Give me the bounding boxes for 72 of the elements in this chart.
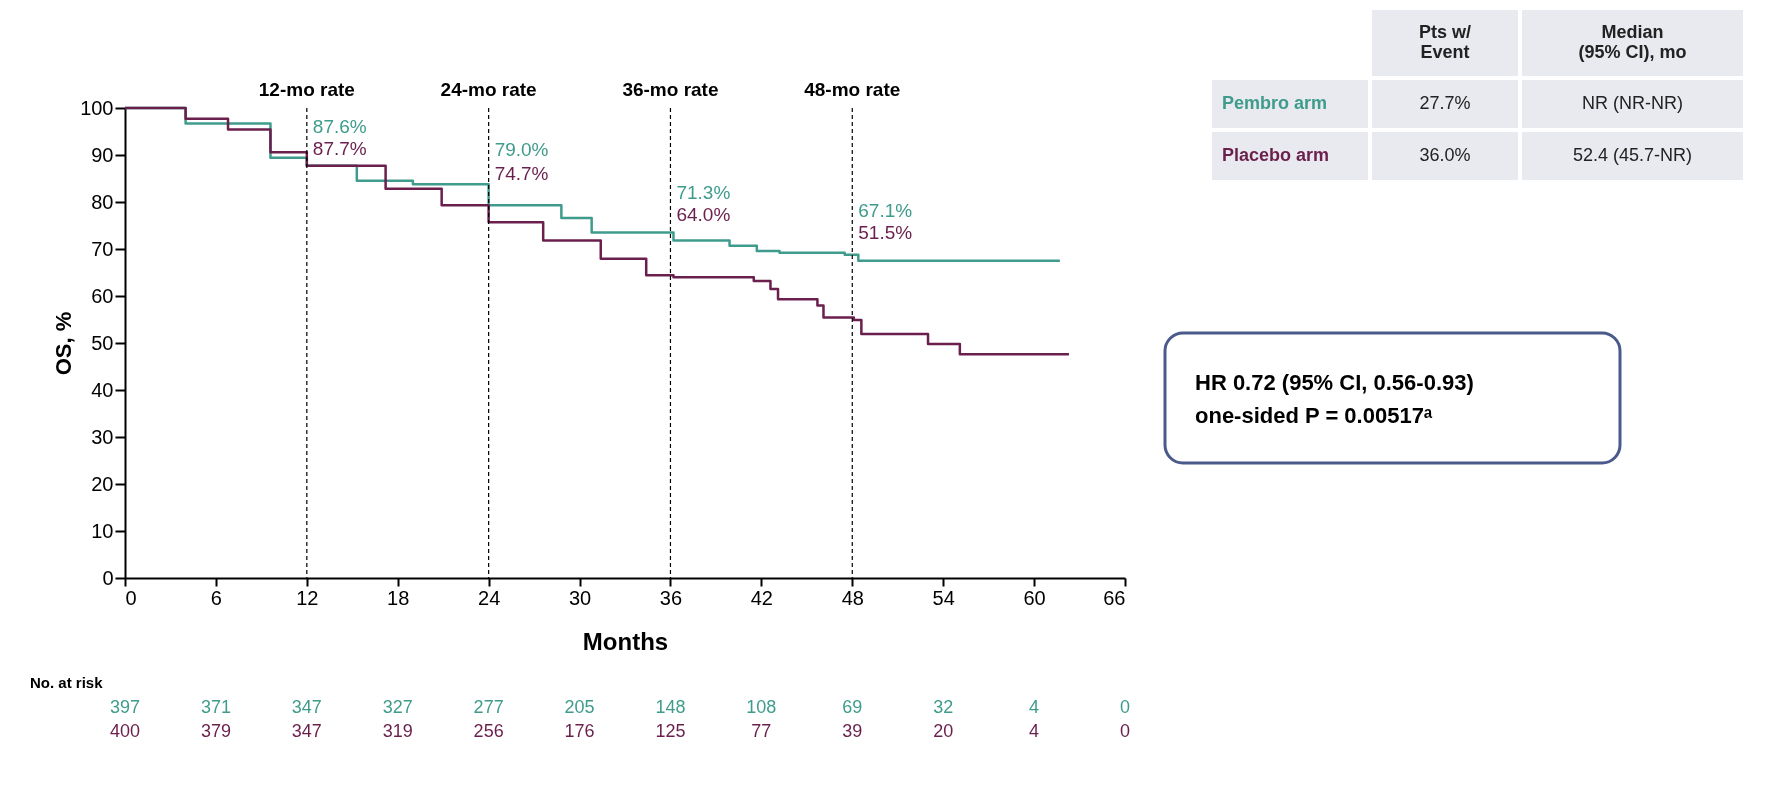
text: Pembro arm <box>1222 93 1328 113</box>
annotation: 87.6% <box>312 115 367 137</box>
x-tick-label: 54 <box>932 586 955 609</box>
text: one-sided P = 0.00517ᵃ <box>1195 403 1433 428</box>
text: 347 <box>291 721 322 741</box>
text: 205 <box>564 697 595 717</box>
text: HR 0.72 (95% CI, 0.56-0.93) <box>1195 370 1474 395</box>
y-tick-label: 30 <box>91 425 114 448</box>
text: 20 <box>933 721 954 741</box>
y-tick-label: 10 <box>91 519 114 542</box>
ref-line-label: 12-mo rate <box>258 79 355 100</box>
text: 4 <box>1029 697 1040 717</box>
text: 39 <box>842 721 863 741</box>
text: NR (NR-NR) <box>1582 93 1683 113</box>
x-tick-label: 12 <box>296 586 319 609</box>
text: 4 <box>1029 721 1040 741</box>
ref-line-label: 24-mo rate <box>440 79 537 100</box>
text: 0 <box>1119 697 1131 717</box>
annotation: 87.7% <box>312 137 367 159</box>
text: Pts w/ Event <box>1418 22 1472 62</box>
y-tick-label: 0 <box>102 566 114 589</box>
x-tick-label: 36 <box>659 586 683 609</box>
y-tick-label: 20 <box>91 472 114 495</box>
text: 347 <box>291 697 322 717</box>
x-tick-label: 0 <box>125 586 137 609</box>
x-tick-label: 48 <box>841 586 864 609</box>
annotation: 67.1% <box>858 200 913 222</box>
annotation: 64.0% <box>676 203 731 225</box>
annotation: 71.3% <box>676 181 731 203</box>
text: 371 <box>200 697 231 717</box>
text: 319 <box>382 721 413 741</box>
text: 277 <box>473 697 504 717</box>
text: 27.7% <box>1419 93 1471 113</box>
text: 148 <box>655 697 686 717</box>
text: 69 <box>842 697 863 717</box>
x-tick-label: 30 <box>568 586 592 609</box>
text: 77 <box>751 721 772 741</box>
y-axis-title: OS, % <box>51 311 77 376</box>
y-tick-label: 60 <box>91 284 114 307</box>
x-tick-label: 66 <box>1103 586 1126 609</box>
x-tick-label: 6 <box>210 586 222 609</box>
text: 176 <box>564 721 595 741</box>
text: 0 <box>1119 721 1131 741</box>
annotation: 74.7% <box>494 162 549 184</box>
y-tick-label: 100 <box>80 96 114 119</box>
annotation: 51.5% <box>858 222 913 244</box>
y-tick-label: 50 <box>91 331 114 354</box>
text: 108 <box>746 697 777 717</box>
ref-line-label: 36-mo rate <box>622 79 719 100</box>
ref-line-label: 48-mo rate <box>804 79 901 100</box>
text: 36.0% <box>1419 145 1471 165</box>
text: 52.4 (45.7-NR) <box>1572 145 1693 165</box>
y-tick-label: 80 <box>91 190 114 213</box>
x-tick-label: 18 <box>387 586 410 609</box>
text: 379 <box>200 721 231 741</box>
annotation: 79.0% <box>494 139 549 161</box>
text: 400 <box>109 721 141 741</box>
text: 32 <box>933 697 954 717</box>
y-tick-label: 90 <box>91 143 114 166</box>
x-tick-label: 24 <box>478 586 501 609</box>
text: 327 <box>382 697 413 717</box>
y-tick-label: 70 <box>91 237 114 260</box>
x-axis-title: Months <box>582 627 669 655</box>
text: 256 <box>473 721 504 741</box>
x-tick-label: 60 <box>1023 586 1046 609</box>
text: 397 <box>109 697 141 717</box>
text: No. at risk <box>30 674 104 691</box>
text: Placebo arm <box>1222 145 1330 165</box>
text: 125 <box>655 721 686 741</box>
y-tick-label: 40 <box>91 378 114 401</box>
x-tick-label: 42 <box>750 586 773 609</box>
text: Median (95% CI), mo <box>1578 22 1687 62</box>
